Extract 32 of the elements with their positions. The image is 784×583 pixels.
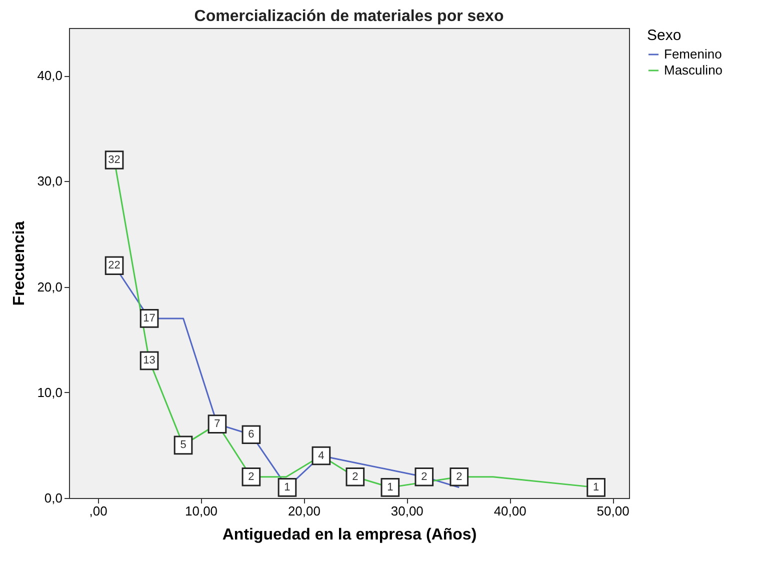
x-tick-label: 30,00 xyxy=(390,504,424,518)
data-label: 32 xyxy=(108,154,120,166)
y-tick-label: 10,0 xyxy=(37,384,62,400)
y-tick-label: 0,0 xyxy=(44,490,62,506)
data-label: 1 xyxy=(387,481,394,494)
data-label: 6 xyxy=(248,428,254,441)
data-label: 1 xyxy=(592,481,600,494)
x-tick-label: 40,00 xyxy=(494,504,526,518)
data-label: 2 xyxy=(352,470,358,483)
data-label: 2 xyxy=(456,470,462,483)
x-tick-label: ,00 xyxy=(89,504,108,518)
data-label: 1 xyxy=(284,481,290,494)
y-axis-title: Frecuencia xyxy=(11,221,28,306)
x-tick-label: 10,00 xyxy=(184,504,218,518)
data-label: 2 xyxy=(248,470,254,483)
x-tick-label: 50,00 xyxy=(596,504,630,518)
data-label: 4 xyxy=(318,450,324,462)
data-label: 13 xyxy=(143,354,156,367)
x-tick-label: 20,00 xyxy=(288,504,320,518)
data-label: 17 xyxy=(143,312,156,324)
data-label: 2 xyxy=(421,470,428,483)
y-tick-label: 30,0 xyxy=(37,174,62,189)
y-tick-label: 20,0 xyxy=(37,279,62,294)
legend-title: Sexo xyxy=(647,27,682,44)
chart-title: Comercialización de materiales por sexo xyxy=(194,8,504,25)
data-label: 7 xyxy=(214,418,220,430)
legend-label: Masculino xyxy=(664,62,723,78)
data-label: 22 xyxy=(108,260,120,272)
x-axis-title: Antiguedad en la empresa (Años) xyxy=(222,526,477,544)
y-tick-label: 40,0 xyxy=(37,68,62,84)
legend-label: Femenino xyxy=(664,46,722,62)
data-label: 5 xyxy=(180,439,186,452)
